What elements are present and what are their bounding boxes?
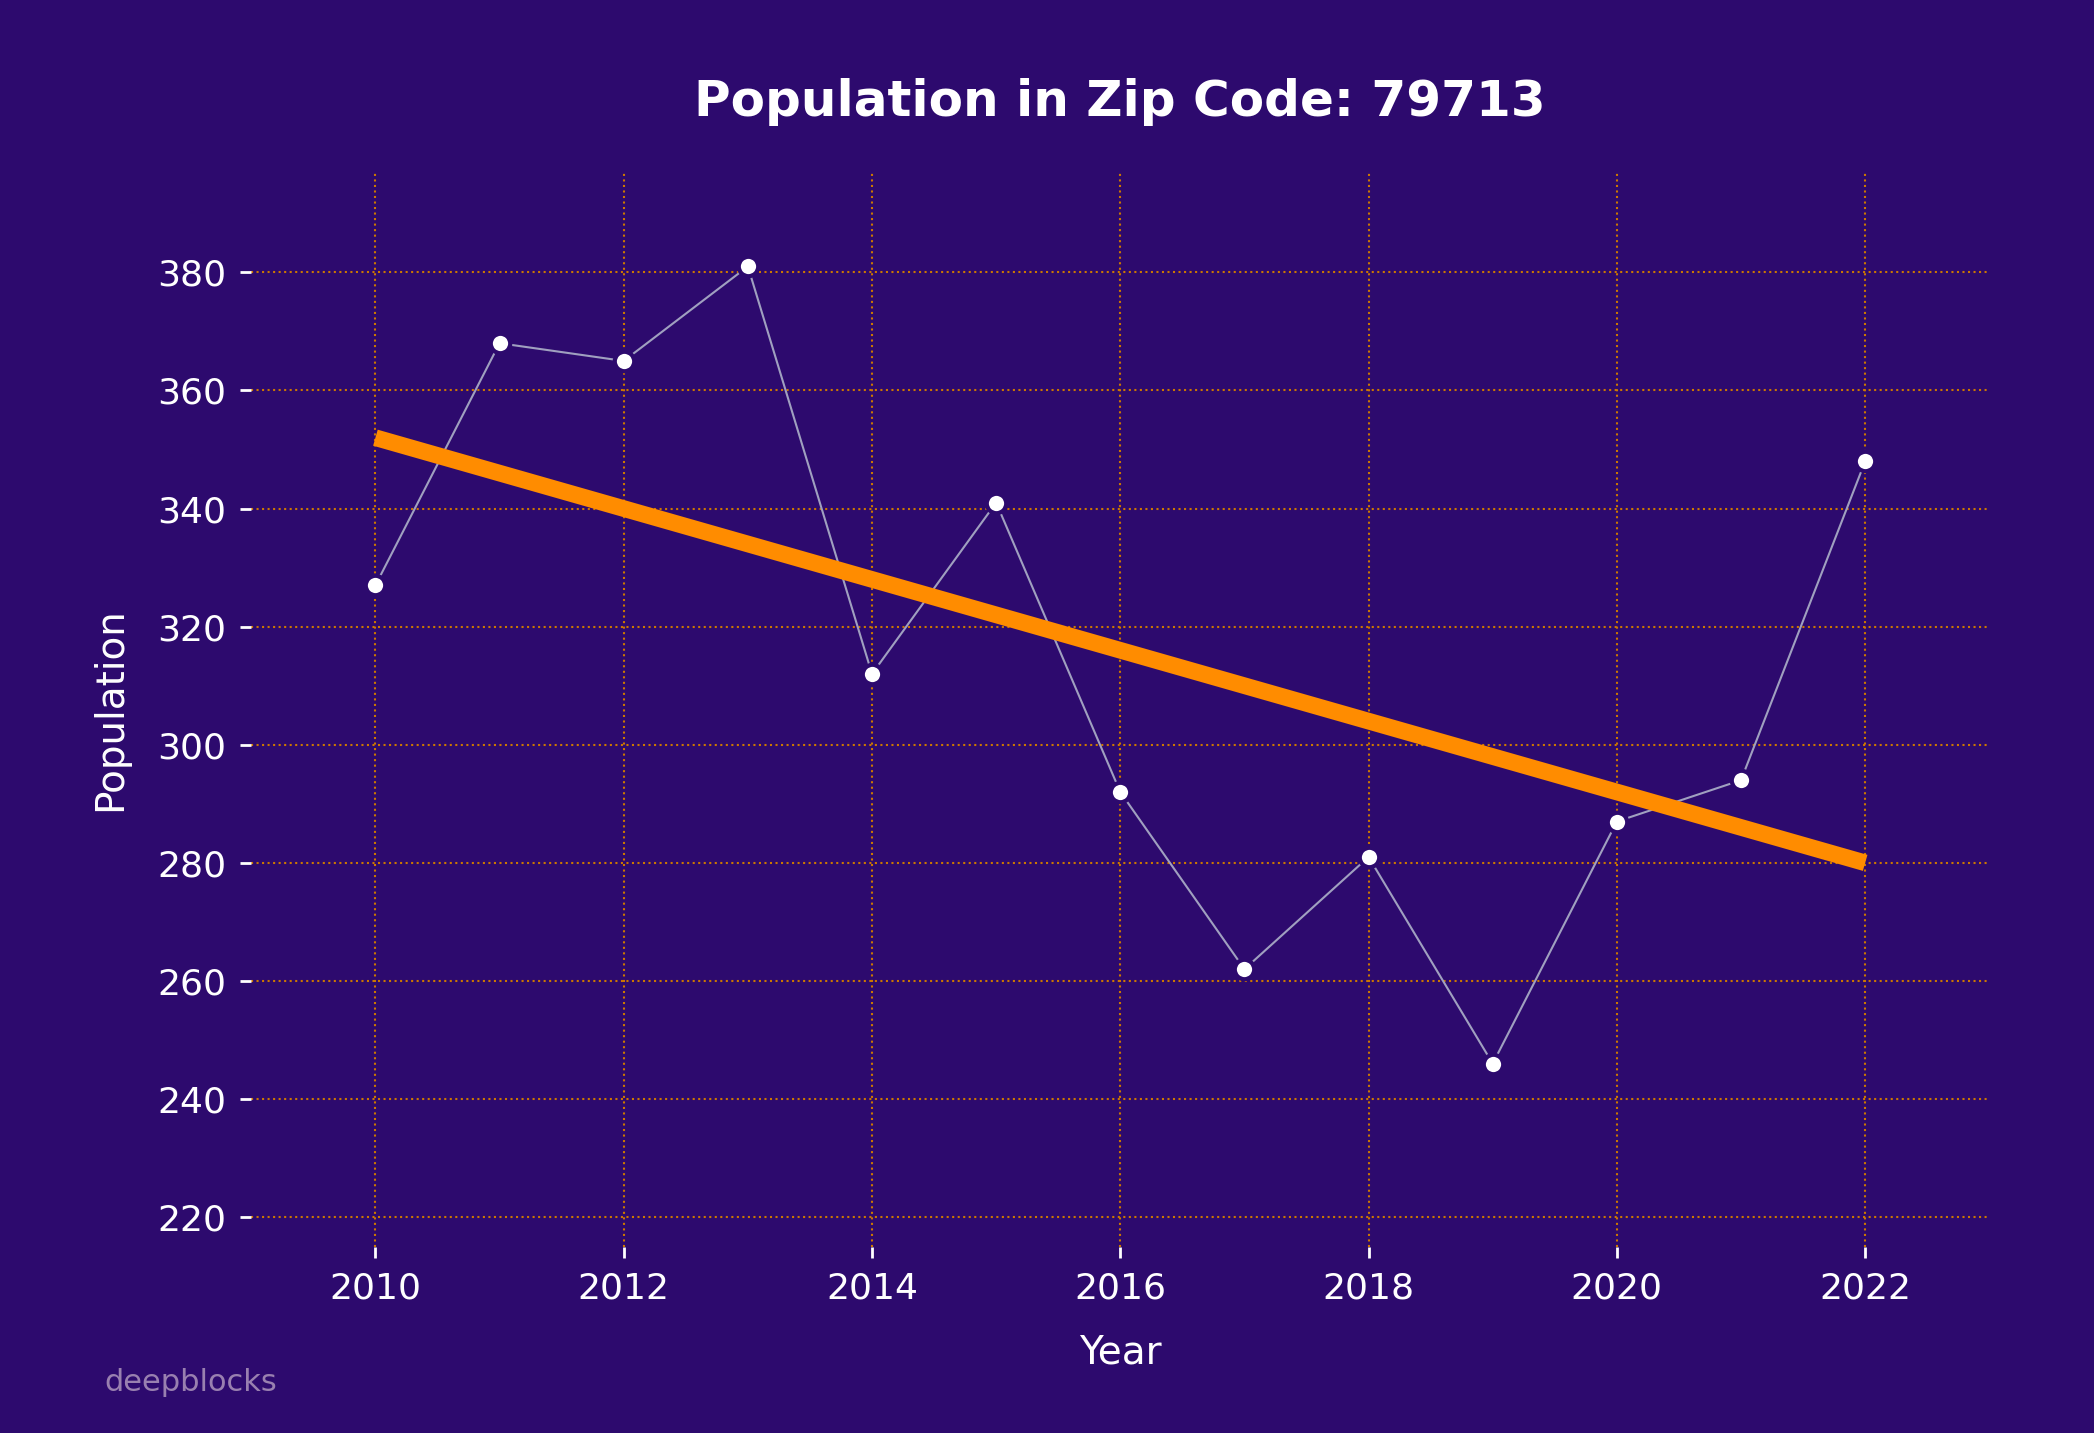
Title: Population in Zip Code: 79713: Population in Zip Code: 79713 xyxy=(695,79,1545,126)
Text: deepblocks: deepblocks xyxy=(105,1369,276,1397)
Y-axis label: Population: Population xyxy=(92,608,130,811)
X-axis label: Year: Year xyxy=(1078,1334,1162,1371)
